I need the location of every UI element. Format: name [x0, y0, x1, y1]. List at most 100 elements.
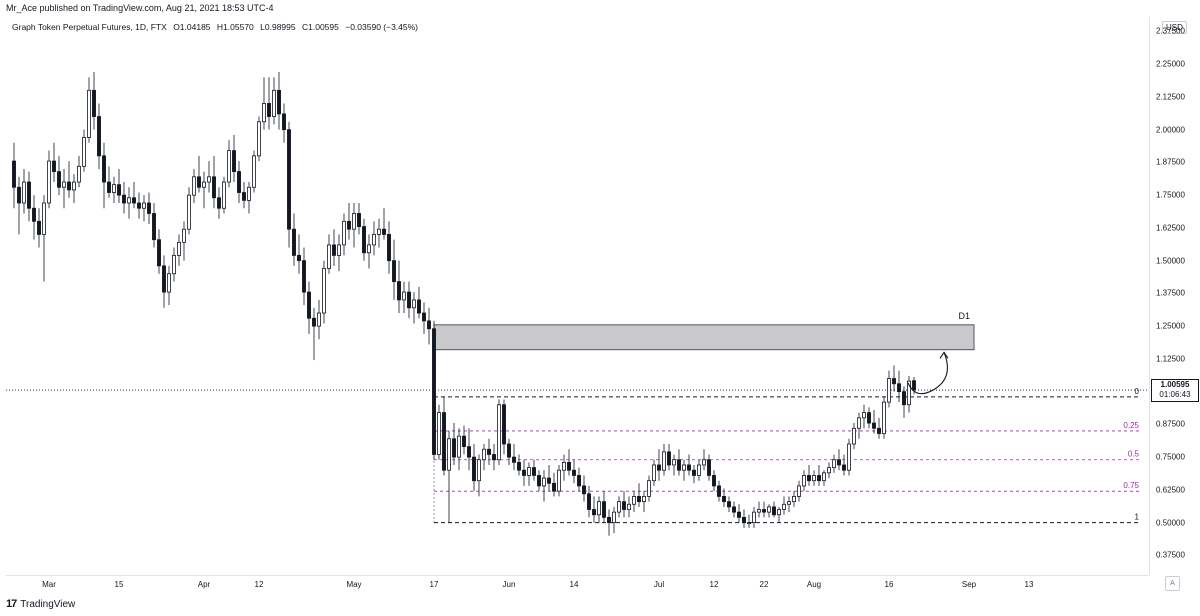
bear-candle [17, 186, 21, 204]
bull-candle [257, 121, 261, 157]
price-tick-label: 2.12500 [1156, 92, 1185, 102]
bull-candle [702, 459, 706, 466]
bear-candle [607, 516, 611, 524]
price-tick-label: 0.75000 [1156, 452, 1185, 462]
bear-candle [582, 485, 586, 495]
bull-candle [222, 181, 226, 209]
bear-candle [592, 509, 596, 516]
bull-candle [767, 506, 771, 513]
tradingview-logo-icon: 17 [6, 598, 17, 610]
bull-candle [652, 464, 656, 482]
bear-candle [442, 412, 446, 471]
price-tick-label: 1.12500 [1156, 354, 1185, 364]
time-tick-label: 13 [1024, 580, 1034, 589]
bear-candle [602, 501, 606, 518]
time-tick-label: May [346, 580, 362, 589]
bear-candle [897, 383, 901, 393]
bull-candle [247, 186, 251, 201]
bull-candle [627, 503, 631, 510]
time-scale[interactable]: Mar 15 Apr 12 May 17 Jun 14 Jul 12 22 Aug 16 Sep 13 [6, 575, 1149, 594]
bear-candle [197, 176, 201, 188]
bear-candle [742, 516, 746, 524]
bear-candle [587, 493, 591, 510]
bull-candle [847, 443, 851, 471]
bull-candle [682, 464, 686, 471]
bull-candle [172, 254, 176, 275]
fib-level-label: 0.5 [1128, 450, 1140, 459]
bull-candle [227, 150, 231, 183]
bear-candle [302, 260, 306, 293]
bear-candle [147, 202, 151, 214]
bear-candle [637, 496, 641, 503]
bear-candle [362, 226, 366, 254]
bull-candle [527, 467, 531, 476]
bear-candle [392, 260, 396, 282]
fib-level-label: 0.75 [1123, 481, 1139, 490]
price-tick-label: 1.25000 [1156, 321, 1185, 331]
bear-candle [517, 461, 521, 471]
bull-candle [337, 244, 341, 256]
bull-candle [482, 448, 486, 461]
bull-candle [142, 202, 146, 209]
bear-candle [382, 228, 386, 235]
bear-candle [762, 509, 766, 513]
bull-candle [792, 496, 796, 503]
symbol-title: Graph Token Perpetual Futures, 1D, FTX [12, 22, 167, 32]
bear-candle [507, 443, 511, 458]
bull-candle [832, 459, 836, 468]
bull-candle [22, 181, 26, 204]
bear-candle [387, 234, 391, 262]
bear-candle [237, 171, 241, 193]
fib-level-label: 1 [1135, 513, 1140, 522]
bear-candle [502, 404, 506, 445]
price-tick-label: 1.87500 [1156, 157, 1185, 167]
time-tick-label: Apr [197, 580, 211, 589]
bull-candle [262, 103, 266, 123]
time-tick-label: Jun [502, 580, 516, 589]
bear-candle [102, 155, 106, 183]
bear-candle [287, 129, 291, 230]
bear-candle [12, 160, 16, 188]
bear-candle [677, 459, 681, 471]
bear-candle [577, 475, 581, 487]
bear-candle [292, 228, 296, 256]
bear-candle [67, 181, 71, 191]
bull-candle [447, 438, 451, 471]
bear-candle [307, 291, 311, 319]
bear-candle [162, 265, 166, 293]
bear-candle [32, 207, 36, 222]
bear-candle [707, 459, 711, 476]
time-tick-label: 12 [254, 580, 264, 589]
bear-candle [107, 181, 111, 193]
bear-candle [817, 475, 821, 482]
bull-candle [437, 412, 441, 455]
bear-candle [467, 446, 471, 458]
candlestick-chart[interactable]: D1 0 0.25 0.5 0.75 1 [6, 17, 1149, 575]
bear-candle [152, 213, 156, 241]
bull-candle [272, 89, 276, 117]
currency-badge[interactable]: USD [1162, 21, 1187, 34]
time-tick-label: 17 [429, 580, 439, 589]
bear-candle [52, 160, 56, 172]
bull-candle [802, 475, 806, 487]
price-tick-label: 1.62500 [1156, 223, 1185, 233]
bull-candle [127, 197, 131, 204]
time-tick-label: Jul [653, 580, 665, 589]
bear-candle [407, 291, 411, 309]
high-value: H1.05570 [216, 22, 254, 32]
tradingview-logo[interactable]: 17 TradingView [6, 598, 75, 610]
bull-candle [82, 137, 86, 167]
bear-candle [772, 506, 776, 516]
price-tick-label: 2.37500 [1156, 26, 1185, 36]
bear-candle [462, 435, 466, 448]
chart-pane[interactable]: D1 0 0.25 0.5 0.75 1 [6, 17, 1149, 575]
bear-candle [432, 328, 436, 455]
bear-candle [622, 501, 626, 510]
bull-candle [617, 501, 621, 513]
price-scale[interactable]: USD 1.00595 01:06:43 2.37500 2.25000 2.125… [1149, 17, 1200, 575]
auto-scale-button[interactable]: A [1165, 576, 1180, 591]
bull-candle [822, 472, 826, 482]
bull-candle [662, 451, 666, 471]
bull-candle [642, 496, 646, 503]
last-price-label: 1.00595 01:06:43 [1151, 379, 1199, 402]
